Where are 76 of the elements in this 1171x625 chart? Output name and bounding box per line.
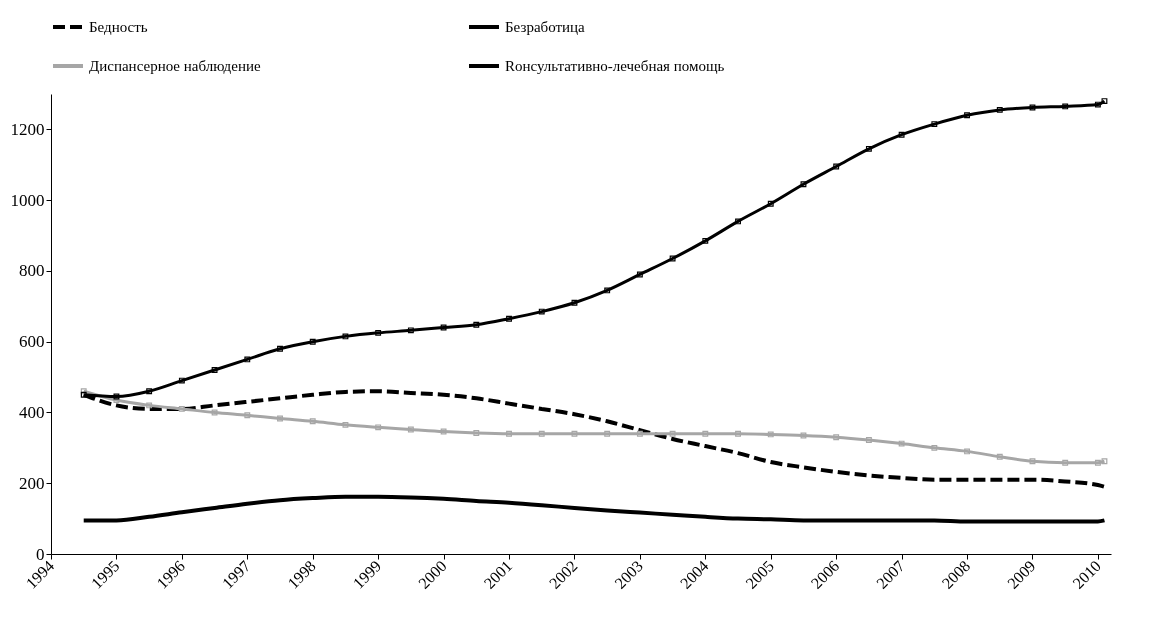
y-tick-label: 1200 [10, 119, 45, 139]
point [407, 327, 414, 334]
point [735, 218, 741, 225]
x-tick-label: 2001 [480, 557, 516, 592]
point [1029, 104, 1036, 111]
point [1101, 458, 1108, 465]
point [800, 432, 807, 439]
point [669, 430, 676, 437]
y-tick-label: 200 [19, 473, 45, 493]
point [473, 430, 480, 436]
point [571, 299, 578, 306]
point [342, 421, 349, 428]
point [898, 440, 905, 447]
point [669, 255, 676, 262]
point [1062, 103, 1069, 110]
point [636, 271, 643, 278]
point [407, 426, 414, 433]
y-tick-label: 1000 [10, 190, 45, 210]
point [702, 237, 709, 244]
legend-label: Безработица [505, 19, 586, 35]
point [178, 377, 185, 384]
point [309, 338, 316, 345]
y-tick-label: 800 [19, 261, 45, 281]
point [146, 402, 153, 409]
point [964, 112, 970, 119]
legend-label: Бедность [89, 19, 148, 35]
y-tick-label: 400 [19, 402, 45, 422]
point [538, 308, 545, 315]
point [800, 181, 807, 188]
point [604, 430, 611, 437]
point [277, 415, 283, 422]
point [375, 329, 382, 336]
legend-label: Диспансерное наблюдение [89, 58, 261, 74]
point [178, 405, 185, 412]
point [931, 121, 938, 128]
point [1094, 101, 1101, 108]
point [833, 434, 840, 441]
point [506, 315, 512, 322]
point [440, 428, 447, 435]
point [571, 430, 578, 437]
point [211, 409, 218, 416]
point [767, 200, 774, 207]
point [931, 444, 938, 451]
point [538, 430, 545, 437]
point [636, 430, 643, 437]
point [244, 356, 251, 363]
point [1094, 459, 1101, 466]
point [309, 418, 316, 425]
point [1101, 98, 1108, 105]
point [342, 333, 349, 340]
legend-label: Rонсультативно-лечебная помощь [505, 58, 725, 74]
point [735, 430, 741, 437]
y-tick-label: 0 [36, 544, 45, 564]
point [702, 430, 709, 437]
point [964, 448, 970, 455]
point [865, 437, 872, 444]
point [898, 131, 905, 138]
point [865, 145, 872, 152]
point [113, 393, 120, 400]
point [1062, 459, 1069, 466]
point [277, 345, 283, 352]
point [506, 430, 512, 437]
point [211, 367, 218, 373]
point [244, 412, 251, 419]
point [996, 106, 1003, 113]
point [767, 431, 774, 438]
line-series [81, 494, 1107, 524]
point [996, 453, 1003, 460]
point [375, 424, 382, 431]
point [604, 287, 611, 294]
point [473, 321, 480, 328]
point [146, 388, 153, 395]
point [833, 163, 840, 170]
y-tick-label: 600 [19, 332, 45, 352]
point [440, 324, 447, 331]
point [1029, 458, 1036, 465]
